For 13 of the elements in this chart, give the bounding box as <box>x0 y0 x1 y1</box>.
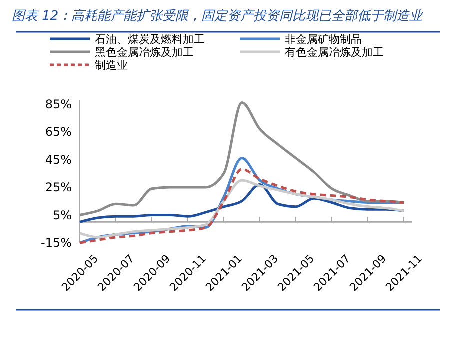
y-tick-label: 65% <box>45 125 72 140</box>
legend-label: 石油、煤炭及燃料加工 <box>95 33 205 46</box>
line-series <box>78 179 406 239</box>
y-tick-label: 5% <box>52 208 72 222</box>
y-tick-label: -15% <box>40 236 72 250</box>
legend-label: 有色金属冶炼及加工 <box>285 46 384 59</box>
y-tick-label: 25% <box>45 180 72 195</box>
legend-label: 制造业 <box>95 59 128 72</box>
legend-label: 非金属矿物制品 <box>285 33 362 46</box>
y-tick-label: 85% <box>45 97 72 112</box>
legend-label: 黑色金属冶炼及加工 <box>95 46 194 59</box>
y-tick-label: 45% <box>45 152 72 167</box>
chart-title: 图表 12：高耗能产能扩张受限，固定资产投资同比现已全部低于制造业 <box>12 8 424 24</box>
